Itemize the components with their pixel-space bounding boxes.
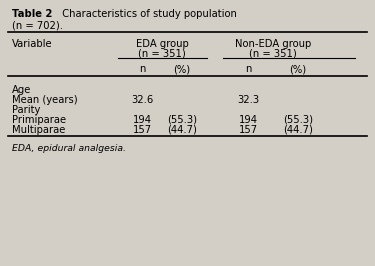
Text: (%): (%) — [173, 64, 190, 74]
Text: EDA group: EDA group — [136, 39, 188, 49]
Text: (55.3): (55.3) — [283, 115, 313, 125]
Text: Primiparae: Primiparae — [12, 115, 66, 125]
Text: Parity: Parity — [12, 105, 40, 115]
Text: Multiparae: Multiparae — [12, 125, 65, 135]
Text: 32.6: 32.6 — [131, 95, 153, 105]
Text: 157: 157 — [132, 125, 152, 135]
Text: Mean (years): Mean (years) — [12, 95, 78, 105]
Text: n: n — [139, 64, 145, 74]
Text: (n = 351): (n = 351) — [249, 49, 297, 59]
Text: n: n — [245, 64, 251, 74]
Text: 194: 194 — [238, 115, 258, 125]
Text: (n = 702).: (n = 702). — [12, 21, 63, 31]
Text: Characteristics of study population: Characteristics of study population — [56, 9, 237, 19]
Text: (55.3): (55.3) — [167, 115, 197, 125]
Text: 194: 194 — [132, 115, 152, 125]
Text: Non-EDA group: Non-EDA group — [235, 39, 311, 49]
Text: (%): (%) — [290, 64, 307, 74]
Text: EDA, epidural analgesia.: EDA, epidural analgesia. — [12, 144, 126, 153]
Text: 32.3: 32.3 — [237, 95, 259, 105]
Text: Age: Age — [12, 85, 32, 95]
Text: (44.7): (44.7) — [167, 125, 197, 135]
Text: 157: 157 — [238, 125, 258, 135]
Text: (n = 351): (n = 351) — [138, 49, 186, 59]
Text: Table 2: Table 2 — [12, 9, 53, 19]
Text: (44.7): (44.7) — [283, 125, 313, 135]
Text: Variable: Variable — [12, 39, 53, 49]
